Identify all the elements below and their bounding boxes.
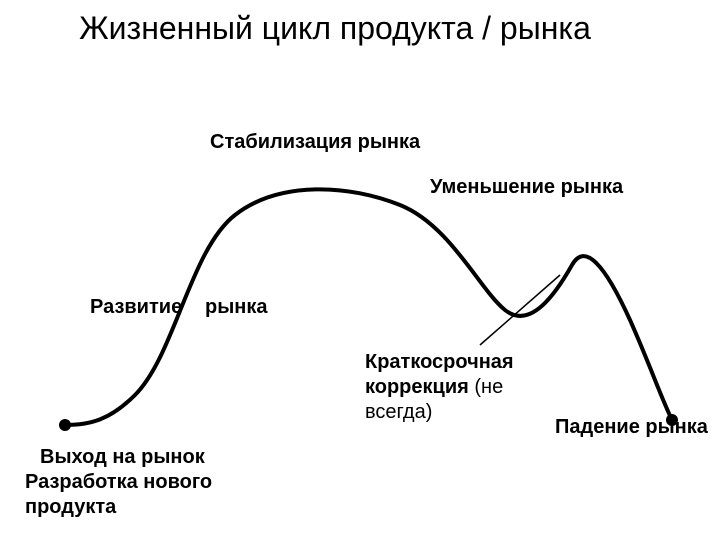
label-development-1: Развитие	[90, 295, 182, 320]
label-newdev: Разработка нового продукта	[25, 470, 255, 520]
label-stabilization: Стабилизация рынка	[210, 130, 420, 155]
correction-pointer	[480, 275, 560, 345]
label-development-2: рынка	[205, 295, 268, 320]
curve-start-dot	[59, 419, 71, 431]
label-fall: Падение рынка	[555, 415, 708, 440]
label-decrease: Уменьшение рынка	[430, 175, 623, 200]
label-entry: Выход на рынок	[40, 445, 205, 470]
label-correction: Краткосрочная коррекция (не всегда)	[365, 350, 565, 425]
